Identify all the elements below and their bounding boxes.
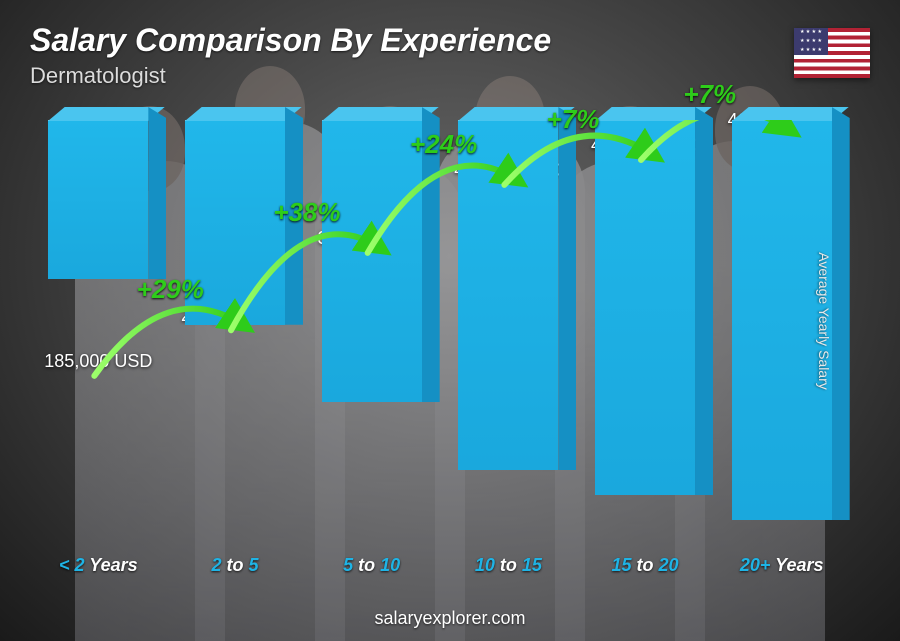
increase-arc [30, 120, 850, 581]
increase-label: +24% [410, 129, 477, 160]
increase-label: +7% [683, 79, 736, 110]
y-axis-label: Average Yearly Salary [815, 252, 831, 390]
increase-label: +38% [273, 197, 340, 228]
country-flag-icon [794, 28, 870, 78]
bar-chart: 185,000 USD238,000 USD328,000 USD407,000… [30, 120, 850, 581]
increase-label: +29% [137, 274, 204, 305]
chart-title: Salary Comparison By Experience [30, 22, 551, 59]
footer-attribution: salaryexplorer.com [0, 608, 900, 629]
chart-subtitle: Dermatologist [30, 63, 551, 89]
increase-label: +7% [547, 104, 600, 135]
header: Salary Comparison By Experience Dermatol… [30, 22, 551, 89]
